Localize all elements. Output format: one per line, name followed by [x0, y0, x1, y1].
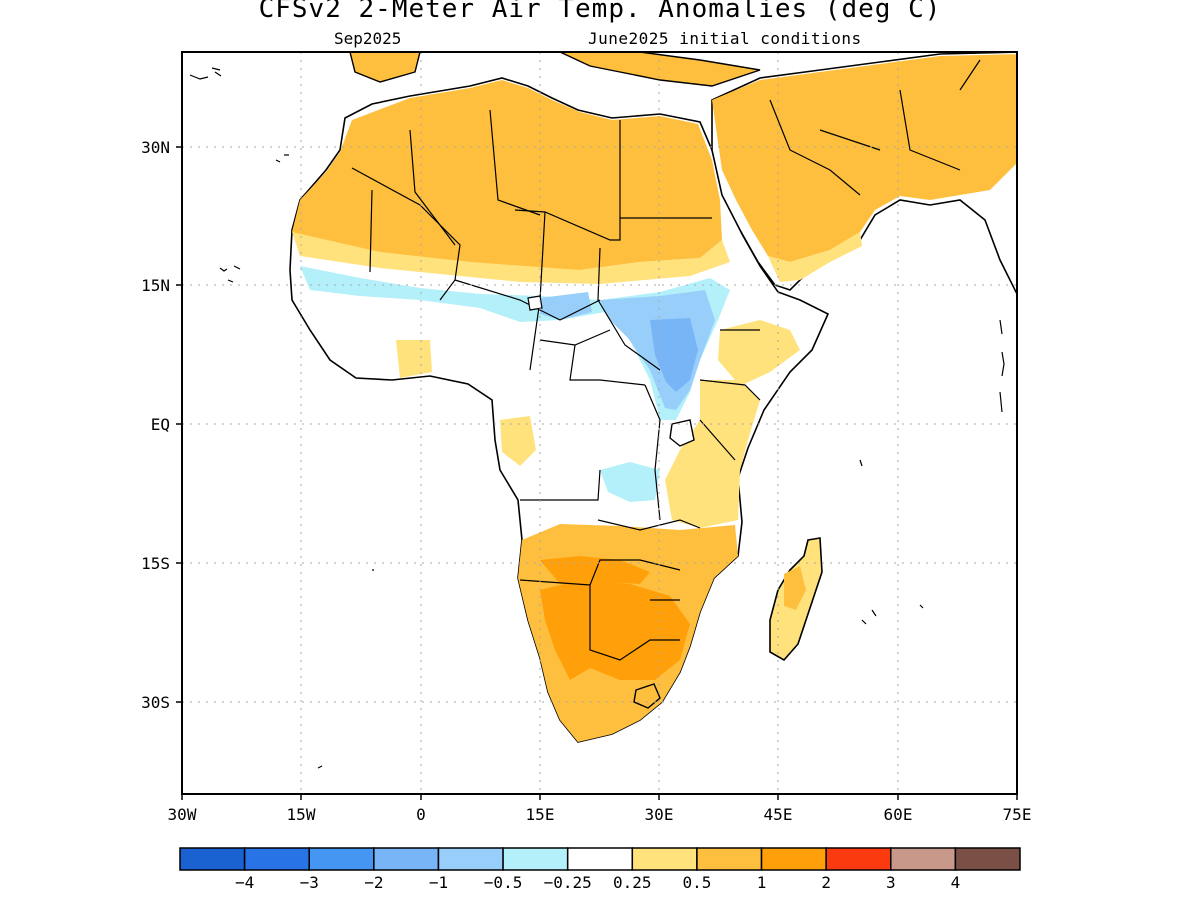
- lat-axis: [176, 146, 182, 703]
- colorbar-label: 2: [821, 873, 831, 892]
- plot-frame: [181, 51, 1018, 795]
- colorbar-swatch: [954, 847, 1021, 871]
- colorbar-swatch: [825, 847, 892, 871]
- map-title: CFSv2 2-Meter Air Temp. Anomalies (deg C…: [258, 0, 942, 24]
- lon-tick-15w: 15W: [287, 805, 316, 824]
- gridlines: [182, 52, 1017, 794]
- colorbar-swatch: [502, 847, 569, 871]
- colorbar-label: −0.25: [544, 873, 592, 892]
- colorbar-label: 0.25: [613, 873, 652, 892]
- colorbar-swatch: [179, 847, 246, 871]
- lon-tick-45e: 45E: [764, 805, 793, 824]
- colorbar-swatch: [631, 847, 698, 871]
- colorbar-label: −3: [300, 873, 319, 892]
- uganda-cold-anomaly: [650, 318, 698, 392]
- lon-tick-30e: 30E: [645, 805, 674, 824]
- colorbar-label: −1: [429, 873, 448, 892]
- valid-month-label: Sep2025: [334, 29, 402, 48]
- colorbar-label: −2: [364, 873, 383, 892]
- sahara-anomaly: [292, 80, 722, 270]
- europe-coast: [349, 52, 421, 83]
- colorbar-swatch: [566, 847, 634, 871]
- sahara-fringe: [292, 232, 730, 284]
- lon-tick-15e: 15E: [526, 805, 555, 824]
- horn-warm: [718, 320, 800, 386]
- balkans-turkey: [559, 52, 761, 87]
- lake-chad: [527, 295, 543, 311]
- colorbar-swatch: [760, 847, 827, 871]
- east-africa-warm: [665, 380, 760, 528]
- gabon-warm: [500, 416, 536, 466]
- lat-tick-15n: 15N: [141, 276, 170, 295]
- map-plot-area: [182, 52, 1017, 794]
- colorbar-label: 1: [757, 873, 767, 892]
- lon-tick-30w: 30W: [168, 805, 197, 824]
- congo-cool-anomaly: [600, 462, 660, 502]
- madagascar-warm: [784, 566, 806, 610]
- colorbar-swatch: [243, 847, 310, 871]
- lat-tick-30n: 30N: [141, 138, 170, 157]
- southern-africa-hot-core: [540, 580, 690, 680]
- arabia-fringe: [768, 232, 862, 282]
- lon-tick-0: 0: [416, 805, 426, 824]
- lon-axis: [181, 794, 1018, 800]
- lon-tick-60e: 60E: [884, 805, 913, 824]
- colorbar: −4 −3 −2 −1 −0.5 −0.25 0.25 0.5 1 2 3 4: [179, 847, 1021, 892]
- sahel-blue-patch: [540, 292, 592, 320]
- colorbar-label: 4: [951, 873, 961, 892]
- islands: [189, 67, 1005, 769]
- lat-tick-30s: 30S: [141, 693, 170, 712]
- initial-conditions-label: June2025 initial conditions: [588, 29, 862, 48]
- arabia-anomaly: [712, 54, 1017, 262]
- lat-tick-15s: 15S: [141, 554, 170, 573]
- colorbar-swatch: [890, 847, 957, 871]
- colorbar-swatch: [308, 847, 375, 871]
- lat-tick-eq: EQ: [151, 415, 170, 434]
- lon-tick-75e: 75E: [1003, 805, 1032, 824]
- lesotho-outline: [633, 683, 661, 709]
- colorbar-label: −4: [235, 873, 254, 892]
- colorbar-swatch: [437, 847, 504, 871]
- colorbar-swatch: [373, 847, 440, 871]
- colorbar-label: −0.5: [484, 873, 523, 892]
- colorbar-swatch: [696, 847, 763, 871]
- colorbar-label: 0.5: [682, 873, 711, 892]
- ivory-coast-warm: [396, 340, 432, 378]
- lake-victoria: [669, 419, 695, 447]
- colorbar-label: 3: [886, 873, 896, 892]
